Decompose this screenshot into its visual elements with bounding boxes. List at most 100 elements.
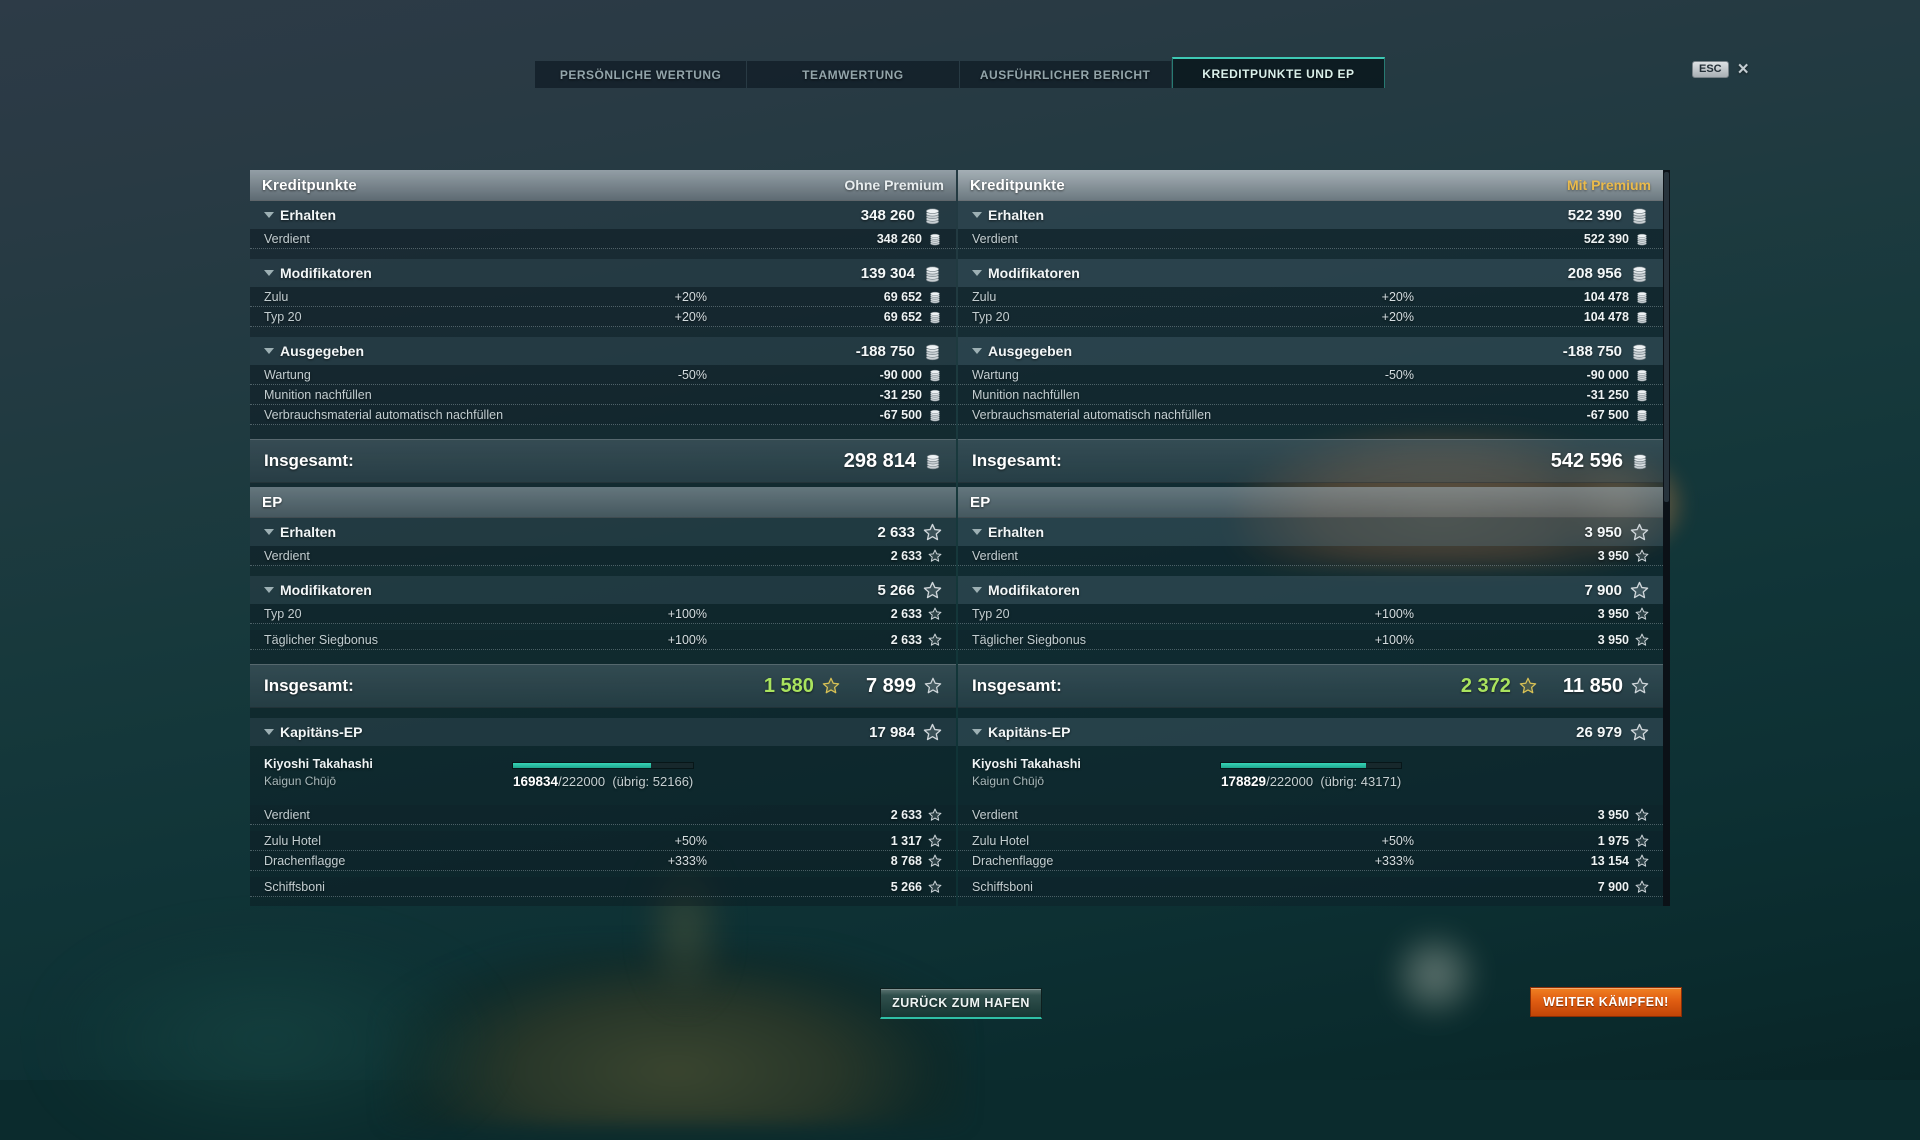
commander-name: Kiyoshi Takahashi <box>264 757 373 771</box>
star-icon <box>928 549 942 563</box>
section-label: Erhalten <box>988 207 1045 223</box>
panel-scrollbar[interactable] <box>1663 170 1670 906</box>
section-erhalten[interactable]: Erhalten 3 950 <box>958 518 1663 546</box>
section-modifikatoren[interactable]: Modifikatoren 5 266 <box>250 576 956 604</box>
coins-icon <box>1635 408 1649 422</box>
coins-icon <box>928 232 942 246</box>
coins-icon <box>1635 310 1649 324</box>
section-label: Erhalten <box>280 207 337 223</box>
total-label: Insgesamt: <box>264 676 354 695</box>
row-value: -67 500 <box>879 407 922 422</box>
star-icon <box>1630 723 1649 742</box>
section-ausgegeben[interactable]: Ausgegeben -188 750 <box>250 337 956 365</box>
coins-icon <box>928 388 942 402</box>
commander-xp-max-value: 222000 <box>1269 774 1314 789</box>
star-icon <box>1635 880 1649 894</box>
row-drachenflagge: Drachenflagge +333% 13 154 <box>958 851 1663 871</box>
row-percent: +100% <box>667 606 707 621</box>
band-title: EP <box>970 493 991 511</box>
close-icon[interactable]: × <box>1737 59 1749 80</box>
band-title: Kreditpunkte <box>262 176 357 194</box>
row-value: 5 266 <box>890 879 922 894</box>
panel-ohne-premium: Kreditpunkte Ohne Premium Erhalten 348 260 … <box>250 170 956 906</box>
section-kapitaens-ep[interactable]: Kapitäns-EP 17 984 <box>250 718 956 746</box>
row-label: Zulu <box>264 289 289 304</box>
commander-xp-remaining: (übrig: 43171) <box>1320 774 1402 789</box>
commander-xp-max-value: 222000 <box>561 774 606 789</box>
chevron-down-icon <box>264 587 280 593</box>
row-value: 69 652 <box>883 289 922 304</box>
row-percent: +333% <box>1374 853 1414 868</box>
total-value: 298 814 <box>843 449 916 472</box>
section-modifikatoren[interactable]: Modifikatoren 139 304 <box>250 259 956 287</box>
coins-icon <box>928 290 942 304</box>
section-label: Erhalten <box>988 524 1045 540</box>
row-taeglicher-siegbonus: Täglicher Siegbonus +100% 3 950 <box>958 630 1663 650</box>
row-percent: +50% <box>1381 833 1414 848</box>
commander-xp-progressbar <box>1221 763 1401 768</box>
row-verdient: Verdient 348 260 <box>250 229 956 249</box>
row-value: 7 900 <box>1597 879 1629 894</box>
section-value: 2 633 <box>877 523 915 541</box>
fight-on-button[interactable]: WEITER KÄMPFEN! <box>1530 987 1682 1017</box>
row-percent: -50% <box>1384 367 1414 382</box>
row-schiffsboni: Schiffsboni 5 266 <box>250 877 956 897</box>
commander-rank: Kaigun Chūjō <box>264 774 337 788</box>
row-label: Wartung <box>264 367 311 382</box>
star-icon <box>928 808 942 822</box>
row-label: Zulu Hotel <box>972 833 1029 848</box>
star-icon <box>1630 523 1649 542</box>
row-label: Schiffsboni <box>972 879 1033 894</box>
row-wartung: Wartung -50% -90 000 <box>958 365 1663 385</box>
star-icon <box>928 607 942 621</box>
row-percent: +100% <box>1374 632 1414 647</box>
commander-xp-max: / <box>1266 774 1270 789</box>
row-label: Verdient <box>264 231 310 246</box>
chevron-down-icon <box>264 729 280 735</box>
section-label: Modifikatoren <box>988 265 1080 281</box>
section-ausgegeben[interactable]: Ausgegeben -188 750 <box>958 337 1663 365</box>
total-row: Insgesamt: 1 580 7 899 <box>250 664 956 708</box>
tab-persoenliche-wertung[interactable]: PERSÖNLICHE WERTUNG <box>535 61 747 88</box>
coins-icon <box>1630 206 1649 225</box>
section-modifikatoren[interactable]: Modifikatoren 7 900 <box>958 576 1663 604</box>
scrollbar-thumb[interactable] <box>1664 172 1669 502</box>
row-label: Munition nachfüllen <box>264 387 372 402</box>
section-erhalten[interactable]: Erhalten 2 633 <box>250 518 956 546</box>
section-label: Modifikatoren <box>280 265 372 281</box>
section-kapitaens-ep[interactable]: Kapitäns-EP 26 979 <box>958 718 1663 746</box>
section-erhalten[interactable]: Erhalten 348 260 <box>250 201 956 229</box>
tab-kreditpunkte-und-ep[interactable]: KREDITPUNKTE UND EP <box>1171 57 1385 88</box>
tab-ausfuehrlicher-bericht[interactable]: AUSFÜHRLICHER BERICHT <box>959 61 1171 88</box>
esc-key-badge[interactable]: ESC <box>1692 61 1729 78</box>
star-icon <box>1631 677 1649 695</box>
total-value: 542 596 <box>1550 449 1623 472</box>
section-value: 26 979 <box>1576 723 1622 741</box>
row-typ-20: Typ 20 +20% 104 478 <box>958 307 1663 327</box>
star-icon <box>923 723 942 742</box>
row-label: Drachenflagge <box>264 853 346 868</box>
results-tab-bar: PERSÖNLICHE WERTUNG TEAMWERTUNG AUSFÜHRLIC… <box>535 57 1386 88</box>
commander-xp-current: 169834 <box>513 774 559 789</box>
back-to-port-button[interactable]: ZURÜCK ZUM HAFEN <box>880 988 1042 1019</box>
section-value: -188 750 <box>855 342 915 360</box>
row-value: 3 950 <box>1597 807 1629 822</box>
row-zulu-hotel: Zulu Hotel +50% 1 975 <box>958 831 1663 851</box>
section-erhalten[interactable]: Erhalten 522 390 <box>958 201 1663 229</box>
row-percent: +50% <box>674 833 707 848</box>
section-value: -188 750 <box>1562 342 1622 360</box>
band-title: Kreditpunkte <box>970 176 1065 194</box>
band-title: EP <box>262 493 283 511</box>
commander-block: Kiyoshi Takahashi Kaigun Chūjō 169834/2220… <box>250 754 956 805</box>
tab-teamwertung[interactable]: TEAMWERTUNG <box>747 61 959 88</box>
section-value: 522 390 <box>1567 206 1622 224</box>
coins-icon <box>928 310 942 324</box>
row-verdient: Verdient 3 950 <box>958 805 1663 825</box>
section-modifikatoren[interactable]: Modifikatoren 208 956 <box>958 259 1663 287</box>
band-kreditpunkte: Kreditpunkte Mit Premium <box>958 170 1663 201</box>
star-icon <box>1635 808 1649 822</box>
row-verbrauchsmaterial-automatisch-nachfuellen: Verbrauchsmaterial automatisch nachfülle… <box>250 405 956 425</box>
star-icon <box>1519 677 1537 695</box>
star-icon <box>1635 834 1649 848</box>
row-label: Verbrauchsmaterial automatisch nachfülle… <box>972 407 1212 422</box>
